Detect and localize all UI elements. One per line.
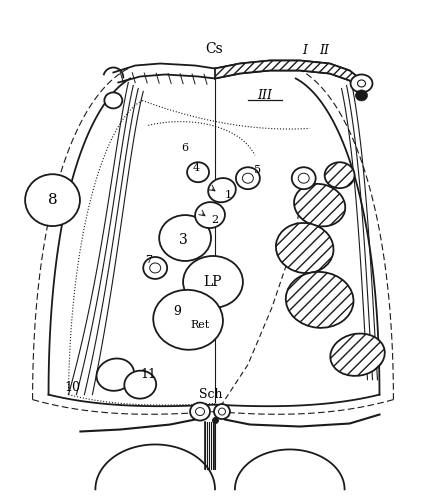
Text: 11: 11 xyxy=(140,368,156,381)
Text: 6: 6 xyxy=(181,143,189,153)
Text: III: III xyxy=(257,89,272,102)
Text: 1: 1 xyxy=(224,190,232,200)
Ellipse shape xyxy=(153,290,223,350)
Ellipse shape xyxy=(236,167,260,189)
Text: 4: 4 xyxy=(193,163,199,173)
Ellipse shape xyxy=(183,256,243,308)
Text: Ret: Ret xyxy=(190,320,210,330)
Ellipse shape xyxy=(97,359,134,391)
Text: II: II xyxy=(320,44,330,57)
Text: 9: 9 xyxy=(173,305,181,318)
Text: 5: 5 xyxy=(254,165,262,175)
Ellipse shape xyxy=(294,184,345,226)
Ellipse shape xyxy=(190,402,210,421)
Text: LP: LP xyxy=(204,275,222,289)
Ellipse shape xyxy=(195,202,225,228)
Ellipse shape xyxy=(214,404,230,419)
Ellipse shape xyxy=(356,90,368,101)
Ellipse shape xyxy=(25,174,80,226)
Text: Cs: Cs xyxy=(205,42,223,55)
Text: 2: 2 xyxy=(211,215,219,225)
Ellipse shape xyxy=(104,93,122,108)
Ellipse shape xyxy=(276,223,333,273)
Ellipse shape xyxy=(286,272,354,328)
Ellipse shape xyxy=(124,371,156,398)
Ellipse shape xyxy=(143,257,167,279)
Ellipse shape xyxy=(159,215,211,261)
Ellipse shape xyxy=(351,74,372,93)
Ellipse shape xyxy=(208,178,236,202)
Text: 8: 8 xyxy=(48,193,57,207)
Text: 7: 7 xyxy=(145,255,152,265)
Ellipse shape xyxy=(187,162,209,182)
Ellipse shape xyxy=(330,333,385,376)
Text: 10: 10 xyxy=(65,381,80,394)
Text: 3: 3 xyxy=(179,233,187,247)
Text: Sch: Sch xyxy=(199,388,223,401)
Text: I: I xyxy=(302,44,307,57)
Ellipse shape xyxy=(325,162,354,188)
Ellipse shape xyxy=(292,167,316,189)
Polygon shape xyxy=(215,60,360,89)
